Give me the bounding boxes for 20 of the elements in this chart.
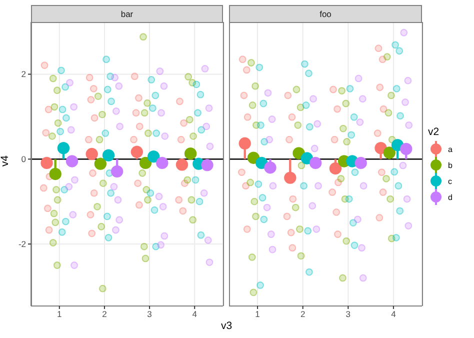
x-tick-label: 3 [346, 309, 351, 320]
x-tick-label: 1 [57, 309, 62, 320]
legend-label: c [448, 176, 452, 186]
y-tick-label: 2 [21, 69, 26, 80]
x-tick-label: 4 [391, 309, 396, 320]
x-tick-label: 2 [300, 309, 306, 320]
x-tick-label: 3 [147, 309, 152, 320]
x-tick-label: 1 [255, 309, 260, 320]
x-tick-label: 2 [102, 309, 108, 320]
y-tick-label: -2 [18, 239, 26, 250]
legend-label: a [448, 144, 452, 154]
legend-label: d [448, 192, 452, 202]
chart-title: bar [31, 5, 223, 23]
legend-label: b [448, 160, 452, 170]
x-tick-label: 4 [192, 309, 198, 320]
y-axis-title: v4 [0, 154, 11, 169]
y-tick-label: 0 [21, 154, 26, 164]
chart-title: foo [229, 5, 422, 23]
legend-title: v2 [428, 126, 440, 138]
x-axis-title: v3 [220, 320, 234, 332]
